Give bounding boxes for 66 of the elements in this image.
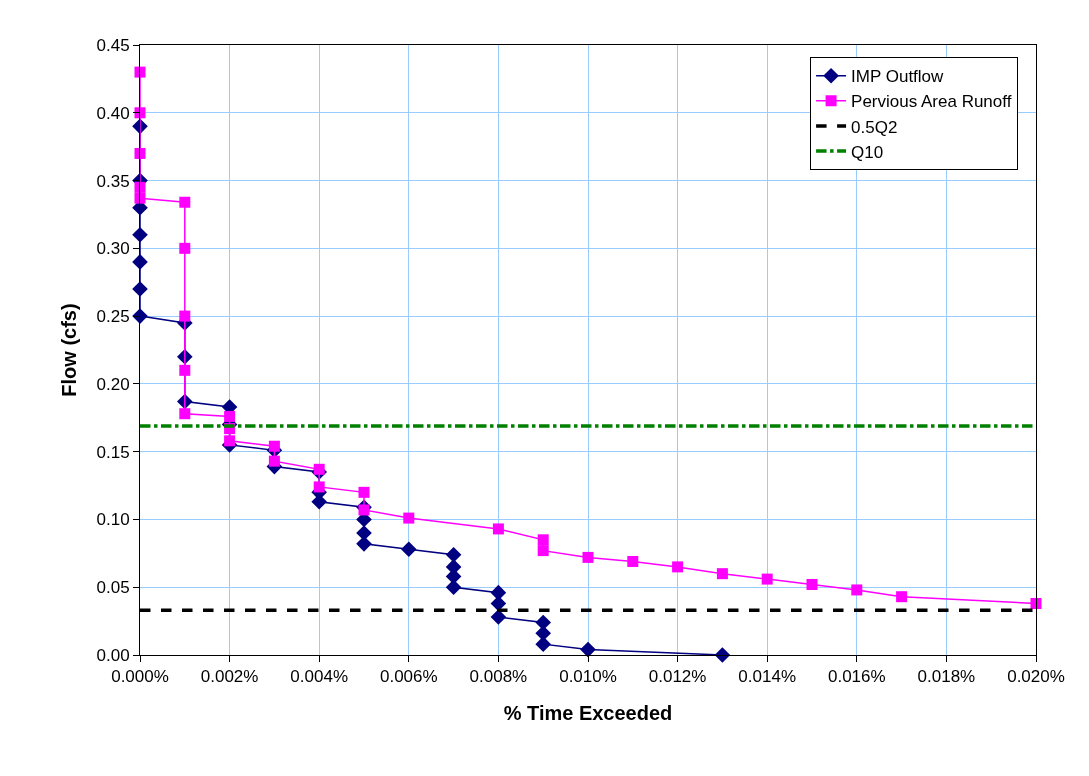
y-tick-label: 0.10 (96, 510, 130, 530)
point (313, 463, 325, 475)
point (356, 536, 372, 552)
point (132, 226, 148, 243)
point (761, 573, 773, 585)
y-tick-label: 0.45 (96, 35, 130, 55)
x-tick-label: 0.020% (1007, 667, 1065, 687)
x-tick-label: 0.006% (379, 667, 438, 687)
point (179, 364, 191, 376)
point (134, 66, 146, 78)
point (716, 568, 728, 580)
point (672, 561, 684, 573)
point (580, 641, 596, 658)
point (224, 435, 236, 447)
y-tick-label: 0.15 (96, 442, 130, 462)
x-tick-label: 0.018% (917, 667, 976, 687)
point (627, 555, 639, 567)
point (134, 192, 146, 204)
point (179, 196, 191, 208)
point (537, 534, 549, 546)
point (224, 410, 236, 422)
x-tick-label: 0.016% (827, 667, 886, 687)
point (851, 584, 863, 596)
y-tick-label: 0.30 (96, 239, 130, 259)
x-tick-label: 0.004% (290, 667, 349, 687)
legend-label: IMP Outflow (851, 67, 945, 87)
point (268, 455, 280, 467)
point (401, 541, 417, 558)
point (134, 147, 146, 159)
x-tick-label: 0.008% (469, 667, 528, 687)
point (179, 310, 191, 322)
legend-label: Pervious Area Runoff (851, 92, 1012, 112)
y-axis-title: Flow (cfs) (58, 303, 81, 397)
point (490, 609, 507, 625)
point (134, 181, 146, 193)
point (492, 523, 504, 535)
point (714, 647, 731, 663)
point (358, 486, 370, 498)
point (268, 440, 280, 452)
point (358, 504, 370, 516)
point (535, 636, 551, 652)
x-axis-title: % Time Exceeded (503, 701, 673, 724)
x-tick-label: 0.012% (648, 667, 707, 687)
y-tick-label: 0.25 (96, 307, 130, 327)
y-tick-label: 0.40 (96, 103, 130, 123)
point (313, 481, 325, 493)
legend-label: Q10 (851, 142, 884, 162)
y-tick-label: 0.20 (96, 374, 130, 394)
legend-label: 0.5Q2 (851, 117, 898, 137)
point (537, 545, 549, 557)
point (1030, 597, 1042, 609)
point (179, 242, 191, 254)
point (445, 546, 462, 563)
y-tick-label: 0.05 (96, 578, 130, 598)
x-tick-label: 0.000% (111, 667, 169, 687)
x-tick-label: 0.010% (559, 667, 617, 687)
y-tick-label: 0.35 (96, 171, 130, 191)
point (445, 579, 462, 596)
point (582, 551, 594, 563)
point (806, 579, 818, 591)
point (896, 591, 908, 603)
x-tick-label: 0.014% (738, 667, 797, 687)
point (179, 408, 191, 420)
y-tick-label: 0.00 (96, 645, 130, 665)
point (403, 512, 415, 524)
x-tick-label: 0.002% (200, 667, 259, 687)
